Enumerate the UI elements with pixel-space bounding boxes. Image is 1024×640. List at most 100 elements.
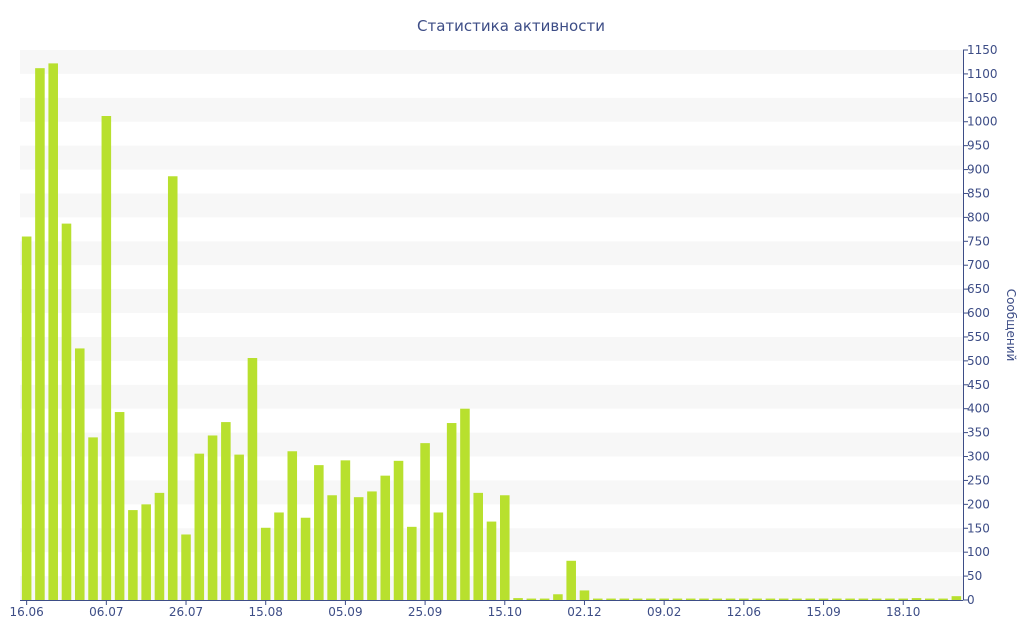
bar[interactable]	[632, 598, 643, 600]
y-tick-label: 200	[967, 497, 990, 511]
bar[interactable]	[420, 443, 430, 600]
y-tick-label: 750	[967, 234, 990, 248]
y-tick-label: 1050	[967, 91, 998, 105]
bar[interactable]	[845, 598, 855, 600]
y-tick-label: 1100	[967, 67, 998, 81]
bar[interactable]	[181, 534, 191, 600]
bar[interactable]	[407, 526, 417, 600]
bar[interactable]	[646, 598, 656, 600]
y-tick-label: 1150	[967, 43, 998, 57]
bar[interactable]	[141, 504, 151, 600]
chart-title: Статистика активности	[417, 17, 605, 35]
bars	[21, 63, 962, 601]
bar[interactable]	[553, 594, 563, 600]
bar[interactable]	[712, 598, 723, 600]
bar[interactable]	[380, 475, 391, 600]
bar[interactable]	[832, 598, 842, 600]
bar[interactable]	[74, 348, 85, 600]
bar[interactable]	[539, 598, 550, 600]
x-tick-label: 18.10	[886, 605, 920, 619]
bar[interactable]	[48, 63, 58, 600]
bar[interactable]	[61, 223, 72, 601]
y-tick-label: 550	[967, 330, 990, 344]
bar[interactable]	[154, 492, 165, 600]
bar[interactable]	[619, 598, 630, 600]
y-tick-label: 0	[967, 593, 975, 607]
bar[interactable]	[752, 598, 762, 600]
bar[interactable]	[300, 517, 311, 600]
y-tick-label: 400	[967, 402, 990, 416]
bar[interactable]	[101, 116, 112, 600]
grid-band	[20, 384, 963, 409]
bar[interactable]	[685, 598, 696, 600]
bar[interactable]	[871, 598, 882, 600]
bar[interactable]	[247, 358, 258, 600]
bar[interactable]	[672, 598, 683, 600]
bar[interactable]	[739, 598, 749, 600]
bar[interactable]	[460, 408, 470, 600]
y-tick-label: 500	[967, 354, 990, 368]
bar[interactable]	[778, 598, 789, 600]
bar[interactable]	[792, 598, 802, 600]
bar[interactable]	[725, 598, 736, 600]
bar[interactable]	[433, 512, 444, 600]
bar[interactable]	[858, 598, 869, 600]
bar[interactable]	[88, 437, 98, 600]
bar[interactable]	[194, 453, 205, 600]
bar[interactable]	[699, 598, 709, 600]
bar[interactable]	[566, 560, 576, 600]
bar[interactable]	[659, 598, 669, 600]
y-axis: 0 50 100 150 200 250 300 350 400 450 500 550 600 650 7…	[963, 43, 998, 607]
bar[interactable]	[911, 598, 922, 600]
bar[interactable]	[353, 497, 364, 600]
bar[interactable]	[167, 176, 178, 600]
bar[interactable]	[925, 598, 935, 600]
bar[interactable]	[314, 465, 324, 600]
y-tick-label: 900	[967, 163, 990, 177]
y-tick-label: 600	[967, 306, 990, 320]
bar[interactable]	[513, 598, 523, 600]
y-tick-label: 850	[967, 186, 990, 200]
bar[interactable]	[393, 460, 404, 600]
grid-band	[20, 145, 963, 170]
bar[interactable]	[526, 598, 537, 600]
bar[interactable]	[951, 596, 962, 600]
x-tick-label: 25.09	[408, 605, 442, 619]
bar[interactable]	[367, 491, 377, 600]
y-tick-label: 450	[967, 378, 990, 392]
bar[interactable]	[221, 422, 231, 600]
bar[interactable]	[287, 451, 298, 600]
bar[interactable]	[805, 598, 816, 600]
bar[interactable]	[765, 598, 776, 600]
bar[interactable]	[606, 598, 616, 600]
bar[interactable]	[274, 512, 284, 600]
bar[interactable]	[234, 454, 244, 600]
x-tick-label: 15.09	[806, 605, 840, 619]
bar[interactable]	[35, 68, 45, 601]
bar[interactable]	[128, 510, 138, 600]
bar[interactable]	[938, 598, 948, 600]
bar[interactable]	[327, 495, 337, 600]
bar[interactable]	[21, 236, 32, 600]
bar[interactable]	[114, 412, 125, 600]
bar[interactable]	[592, 598, 603, 600]
bar[interactable]	[500, 495, 510, 600]
bar[interactable]	[486, 521, 497, 600]
x-tick-label: 05.09	[328, 605, 362, 619]
bar[interactable]	[207, 435, 218, 600]
grid-band	[20, 193, 963, 218]
bar[interactable]	[473, 492, 483, 600]
grid-band	[20, 336, 963, 361]
bar[interactable]	[260, 527, 271, 600]
bar[interactable]	[885, 598, 895, 600]
bar[interactable]	[446, 423, 457, 600]
bar[interactable]	[898, 598, 909, 600]
bar[interactable]	[579, 590, 590, 600]
x-tick-label: 15.08	[249, 605, 283, 619]
bar[interactable]	[340, 460, 351, 600]
x-tick-label: 15.10	[488, 605, 522, 619]
x-tick-label: 26.07	[169, 605, 203, 619]
bar[interactable]	[818, 598, 829, 600]
